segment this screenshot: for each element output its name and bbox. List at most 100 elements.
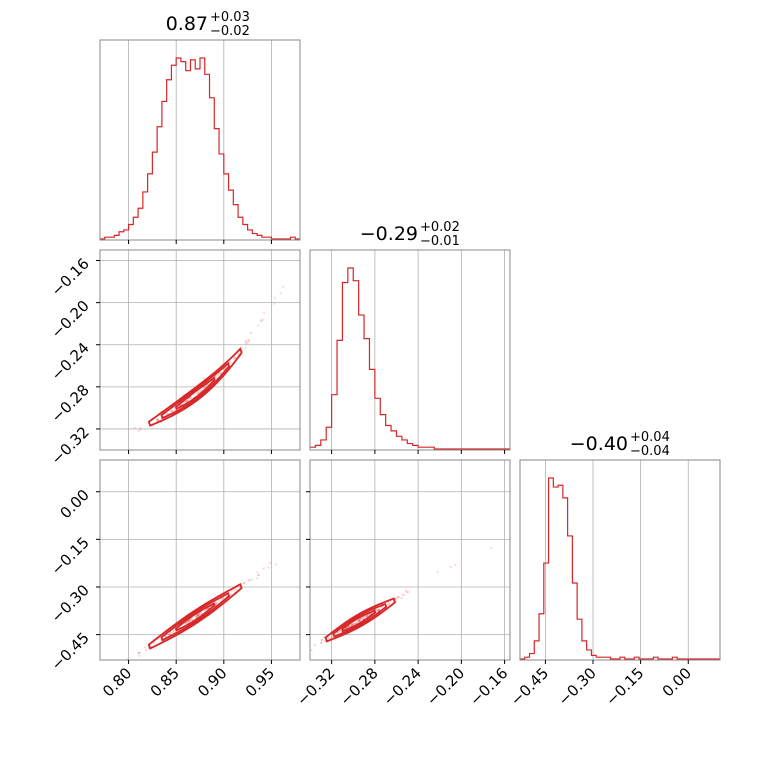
sample-point: [187, 619, 190, 623]
title-minus: −0.02: [210, 24, 250, 39]
x-tick-label: 0.90: [194, 664, 230, 700]
sample-point: [339, 629, 342, 632]
sample-point: [396, 596, 399, 599]
contour-line: [160, 361, 231, 420]
sample-point: [350, 623, 353, 626]
sample-point: [196, 614, 199, 617]
sample-point: [257, 573, 260, 576]
x-tick-label: −0.32: [293, 664, 338, 709]
sample-point: [185, 400, 188, 403]
y-tick-label: −0.32: [48, 423, 93, 468]
sample-point: [184, 622, 187, 625]
sample-point: [365, 615, 368, 618]
sample-point: [262, 567, 265, 570]
y-tick-label: −0.30: [48, 581, 93, 626]
sample-point: [194, 614, 197, 617]
sample-point: [405, 591, 409, 594]
sample-point: [218, 600, 221, 603]
panel-frame: [99, 39, 301, 241]
sample-point: [197, 613, 200, 617]
sample-point: [377, 608, 380, 612]
x-tick-label: −0.15: [602, 664, 647, 709]
sample-point: [244, 347, 247, 350]
sample-point: [197, 391, 200, 395]
sample-point: [245, 339, 248, 343]
sample-point: [233, 358, 236, 361]
sample-point: [203, 609, 206, 612]
sample-point: [195, 615, 198, 619]
sample-point: [257, 324, 260, 327]
sample-point: [233, 589, 236, 592]
sample-point: [143, 646, 146, 649]
y-tick-label: −0.45: [48, 629, 93, 674]
sample-point: [262, 318, 265, 321]
sample-point: [358, 619, 361, 622]
sample-point: [190, 618, 193, 621]
y-tick-label: −0.28: [48, 381, 93, 426]
sample-point: [388, 603, 391, 606]
sample-point: [229, 361, 232, 364]
sample-point: [394, 597, 397, 600]
panel-frame: [99, 249, 301, 451]
sample-point: [138, 654, 141, 657]
sample-point: [363, 616, 366, 619]
sample-point: [279, 292, 282, 295]
sample-point: [243, 581, 246, 584]
sample-point: [358, 618, 362, 622]
sample-point: [197, 613, 200, 617]
sample-point: [185, 621, 188, 624]
panel-frame: [309, 249, 511, 451]
sample-point: [137, 430, 140, 433]
sample-point: [244, 340, 247, 343]
sample-point: [273, 302, 276, 305]
y-tick-label: −0.15: [48, 533, 93, 578]
sample-point: [164, 635, 167, 638]
x-tick-label: −0.16: [466, 664, 511, 709]
sample-point: [233, 356, 236, 359]
sample-point: [230, 589, 233, 593]
sample-point: [401, 593, 404, 596]
title-minus: −0.01: [420, 234, 460, 249]
x-tick-label: −0.20: [423, 664, 468, 709]
sample-point: [490, 546, 493, 550]
panel-title: −0.29 +0.02−0.01: [360, 220, 460, 249]
sample-point: [223, 367, 226, 371]
sample-point: [436, 570, 439, 573]
sample-point: [358, 619, 361, 622]
sample-point: [269, 561, 272, 565]
contour-line: [147, 582, 243, 650]
title-plus: +0.04: [630, 430, 670, 445]
sample-point: [156, 419, 159, 422]
sample-point: [164, 635, 167, 638]
sample-point: [202, 386, 206, 390]
sample-point: [351, 623, 354, 627]
sample-point: [404, 589, 407, 592]
sample-point: [320, 641, 323, 644]
sample-point: [256, 577, 259, 580]
sample-point: [189, 618, 192, 621]
sample-point: [152, 642, 156, 645]
sample-point: [246, 341, 249, 345]
sample-point: [136, 651, 140, 655]
sample-point: [191, 616, 194, 619]
panel-frame: [99, 459, 301, 661]
sample-point: [362, 617, 365, 620]
sample-point: [168, 632, 171, 636]
sample-point: [282, 285, 285, 288]
sample-point: [234, 356, 237, 359]
panel-title: −0.40 +0.04−0.04: [570, 430, 670, 459]
sample-point: [403, 593, 406, 596]
histogram-step: [310, 267, 510, 450]
sample-point: [274, 563, 277, 566]
sample-point: [352, 623, 355, 626]
sample-point: [407, 590, 410, 594]
sample-point: [235, 587, 238, 591]
sample-point: [263, 311, 266, 314]
sample-point: [319, 641, 323, 645]
sample-point: [197, 613, 200, 616]
sample-point: [273, 296, 277, 300]
sample-point: [138, 651, 141, 655]
sample-point: [139, 428, 142, 431]
sample-point: [356, 620, 359, 623]
sample-point: [247, 339, 251, 343]
